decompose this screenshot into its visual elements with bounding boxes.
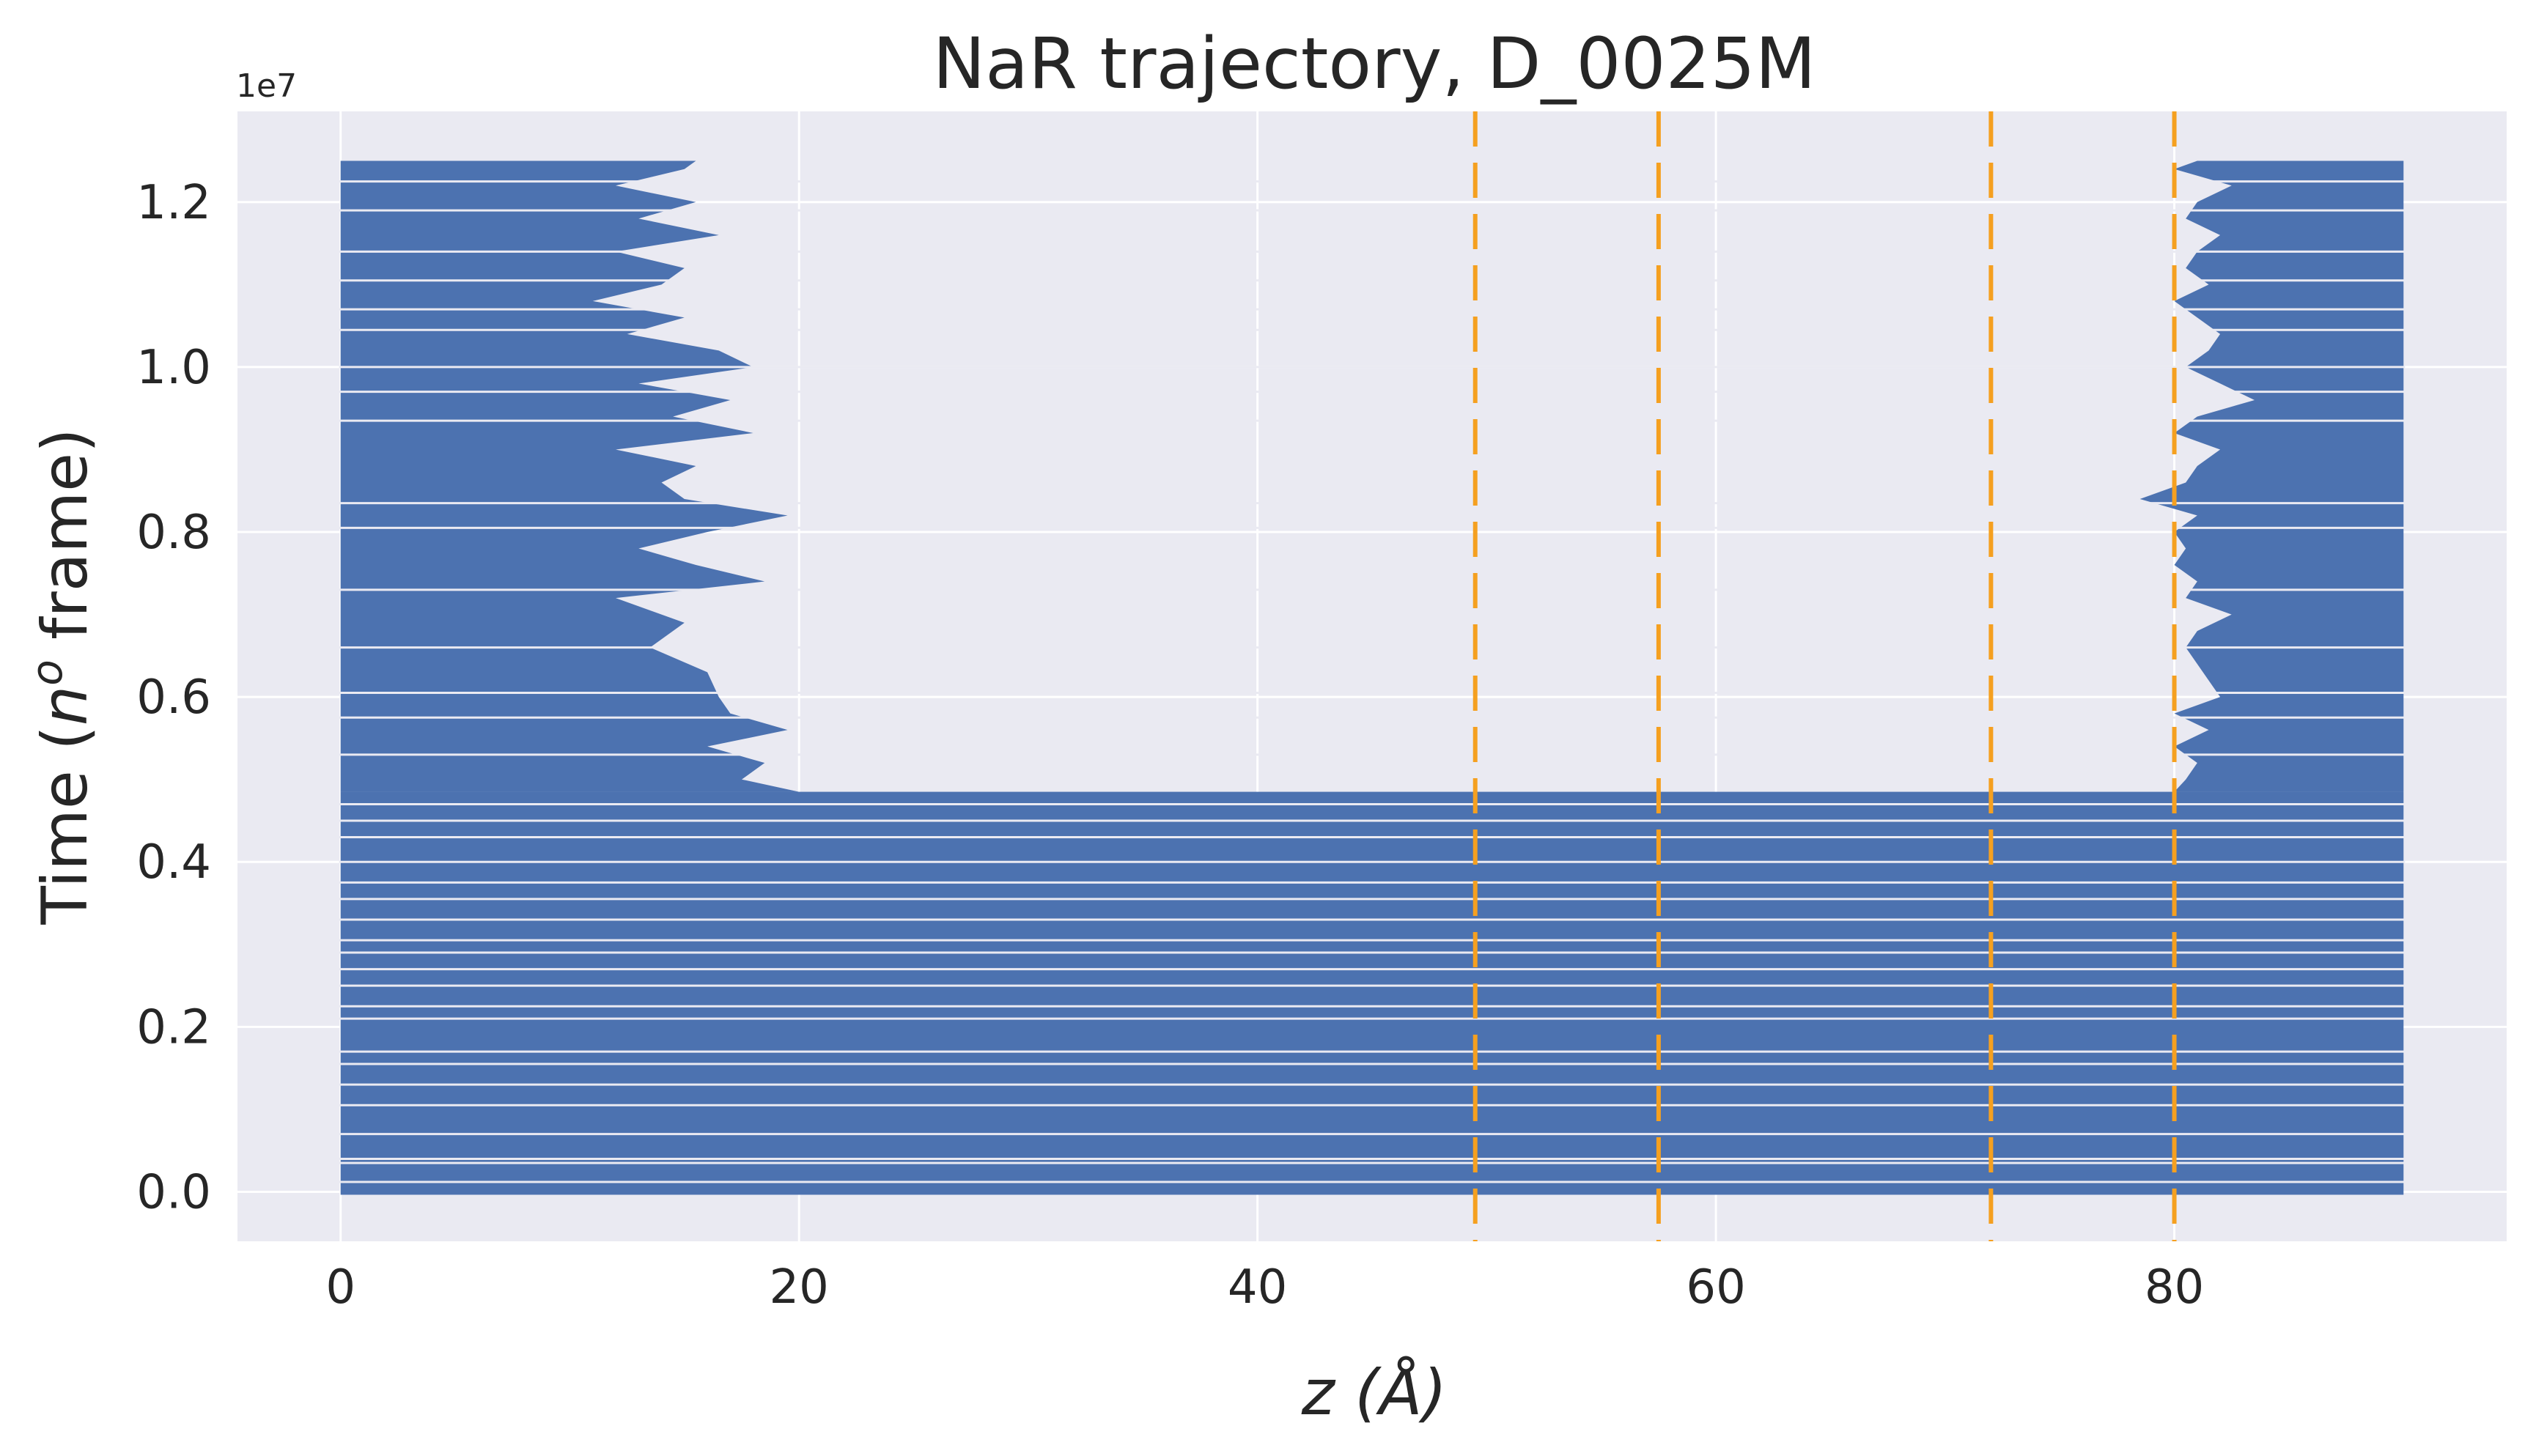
x-tick-labels: 0 20 40 60 80 [325,1260,2204,1315]
y-offset-label: 1e7 [236,67,297,105]
y-axis-label-prefix: Time ( [29,725,102,925]
y-axis-label-n: n [29,686,102,726]
x-axis-label: z (Å) [1301,1356,1447,1430]
x-tick-label: 0 [325,1260,355,1315]
y-tick-label: 0.8 [136,506,211,560]
x-tick-label: 20 [769,1260,828,1315]
chart-title: NaR trajectory, D_0025M [932,23,1816,105]
y-tick-label: 0.6 [136,670,211,725]
y-tick-label: 0.2 [136,1000,211,1054]
reference-lines [1472,111,2177,1241]
y-axis-label-suffix: frame) [29,428,102,659]
y-axis-label: Time (no frame) [22,428,102,925]
trajectory-series [339,160,2406,1195]
trajectory-block-lower [340,791,2404,1195]
y-tick-label: 1.2 [136,176,211,230]
trajectory-band-right [2139,160,2404,792]
y-tick-label: 0.0 [136,1165,211,1219]
x-tick-label: 80 [2145,1260,2204,1315]
y-tick-label: 1.0 [136,341,211,395]
trajectory-band-left [340,160,800,792]
y-tick-label: 0.4 [136,835,211,890]
y-tick-labels: 0.0 0.2 0.4 0.6 0.8 1.0 1.2 [136,176,211,1220]
x-tick-label: 60 [1686,1260,1745,1315]
x-tick-label: 40 [1228,1260,1287,1315]
y-axis-label-superscript: o [22,659,72,686]
